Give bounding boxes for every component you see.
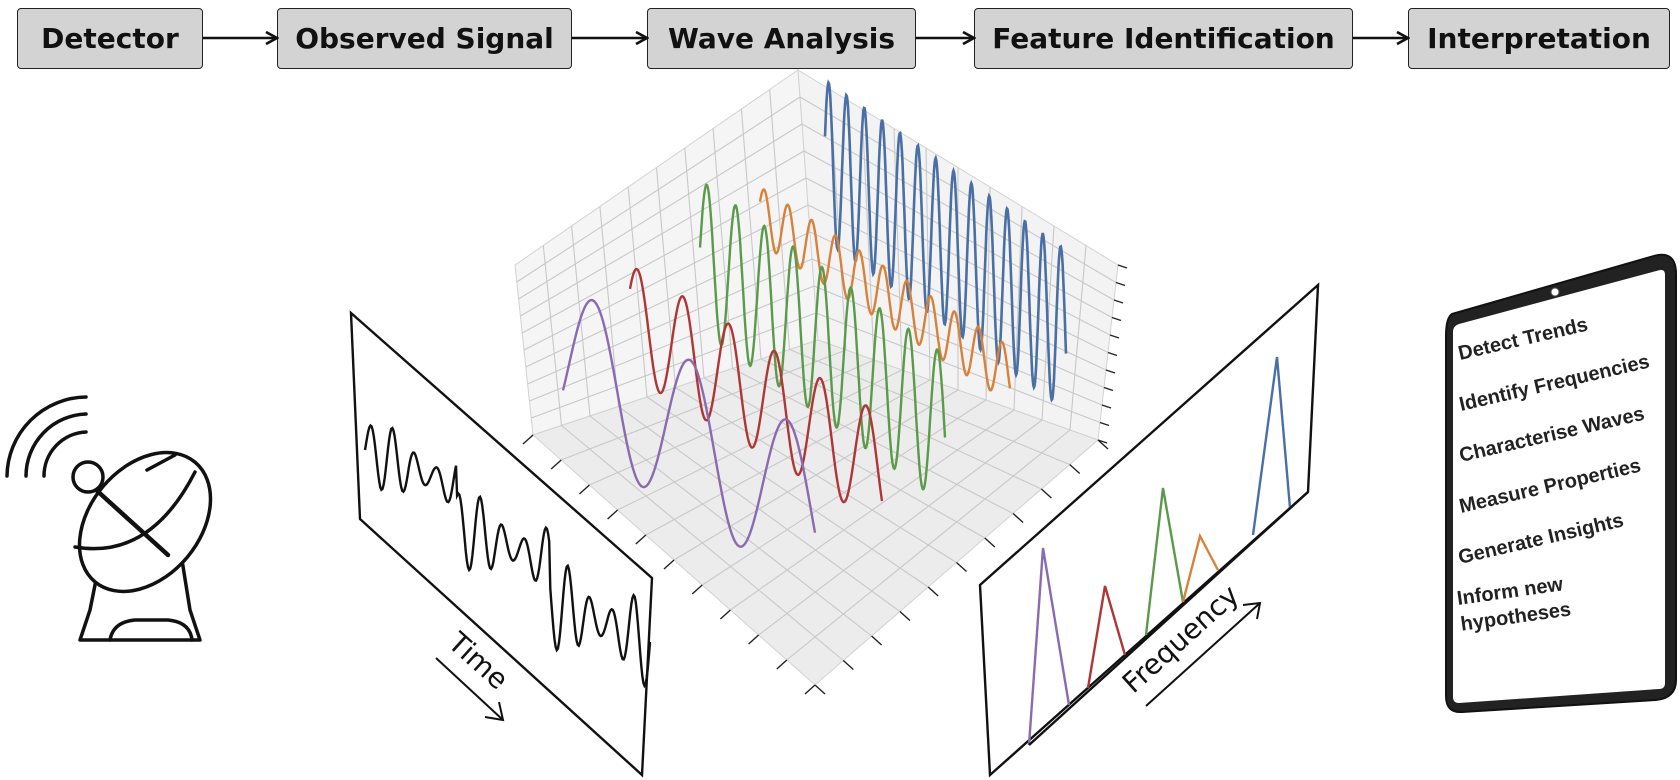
plot-tick (550, 459, 562, 470)
plot-tick (1113, 299, 1124, 304)
time-panel-frame (349, 310, 654, 778)
plot-tick (1097, 439, 1108, 444)
stage-detector: Detector (17, 8, 203, 69)
plot-tick (871, 635, 883, 646)
time-axis-arrow (435, 657, 504, 721)
plot-tick (842, 659, 854, 671)
plot-tick (927, 586, 939, 597)
plot-tick (1040, 488, 1052, 499)
plot-gridline (730, 409, 1015, 611)
frequency-peak-red (1086, 585, 1127, 689)
plot-tick (1012, 512, 1024, 524)
plot-gridline (815, 312, 1101, 424)
tablet-camera (1550, 287, 1560, 297)
time-signal (363, 423, 652, 689)
plot-tick (956, 561, 967, 573)
plot-gridline (531, 312, 817, 419)
plot-tick (1101, 404, 1112, 409)
tablet-screen (1453, 269, 1665, 703)
plot-gridline (740, 108, 762, 360)
plot-tick (814, 684, 826, 695)
stage-interpretation: Interpretation (1408, 8, 1670, 69)
wave-series-green (698, 183, 947, 491)
satellite-dish-icon (5, 395, 213, 642)
time-axis-arrowhead (484, 701, 505, 722)
plot-gridline (985, 186, 991, 401)
plot-tick (984, 537, 996, 548)
plot-tick (635, 534, 647, 545)
frequency-peak-orange (1181, 532, 1220, 603)
plot-tick (804, 684, 816, 695)
plot-tick (607, 509, 619, 520)
wave-series-purple (561, 298, 817, 548)
plot-gridline (786, 429, 1071, 661)
stage-feature-identification: Feature Identification (974, 8, 1353, 69)
stage-observed-signal: Observed Signal (277, 8, 572, 69)
plot-tick (899, 610, 911, 622)
plot-tick (776, 659, 788, 670)
plot-tick (1103, 386, 1114, 392)
plot-gridline (684, 147, 705, 379)
stage-wave-analysis: Wave Analysis (647, 8, 916, 69)
plot-gridline (523, 204, 809, 351)
frequency-peak-purple (1027, 547, 1071, 746)
plot-tick (1105, 369, 1116, 374)
wave-analysis-3d-plot (514, 69, 1128, 695)
wave-series-red (628, 267, 884, 504)
plot-gridline (732, 368, 1014, 514)
plot-tick (691, 584, 703, 595)
plot-tick (748, 634, 760, 645)
plot-tick (1097, 439, 1109, 450)
plot-gridline (789, 348, 1070, 466)
plot-tick (1107, 351, 1118, 357)
tablet-icon: Detect Trends Identify Frequencies Chara… (1445, 253, 1677, 714)
frequency-axis-arrowhead (1242, 601, 1262, 620)
plot-tick (522, 434, 534, 445)
plot-gridline (527, 258, 813, 385)
frequency-peak-blue (1251, 356, 1292, 536)
plot-ticks (522, 264, 1128, 695)
plot-tick (1115, 281, 1126, 287)
plot-tick (719, 609, 731, 620)
frequency-axis-arrow (1145, 602, 1261, 707)
wave-series-orange (758, 188, 1012, 392)
plot-tick (1109, 334, 1120, 339)
plot-gridline (760, 358, 1042, 490)
wave-series-blue (823, 79, 1068, 403)
plot-gridline (701, 399, 987, 586)
plot-gridline (703, 377, 986, 539)
plot-tick (1099, 421, 1110, 427)
frequency-baseline (1028, 491, 1309, 746)
plot-gridline (712, 128, 734, 369)
plot-tick (1069, 463, 1081, 475)
pipeline-flow: Detector Observed Signal Wave Analysis F… (0, 0, 1680, 80)
frequency-peak-green (1144, 487, 1185, 636)
plot-tick (578, 484, 590, 495)
plot-gridline (758, 419, 1043, 636)
plot-gridline (673, 389, 959, 561)
plot-gridline (809, 231, 1107, 371)
plot-tick (1117, 264, 1128, 269)
plot-gridline (1069, 245, 1087, 431)
plot-tick (1111, 316, 1122, 322)
plot-tick (663, 559, 675, 570)
